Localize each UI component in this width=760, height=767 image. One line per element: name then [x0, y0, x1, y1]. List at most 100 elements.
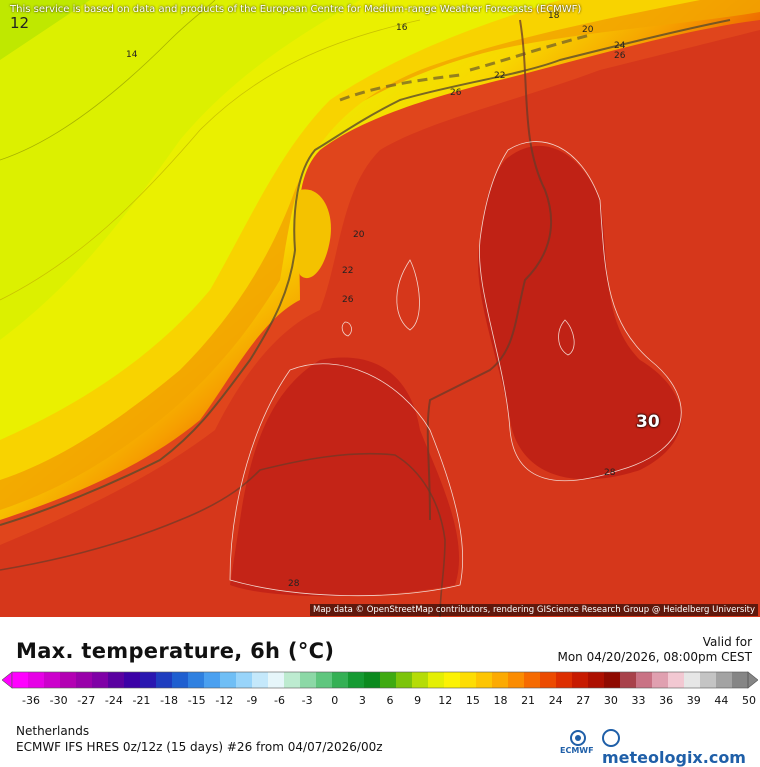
scale-swatch — [380, 672, 397, 688]
scale-tick-label: -36 — [22, 694, 40, 707]
scale-tick-label: 30 — [603, 694, 618, 707]
hot-zone-south — [230, 357, 460, 597]
scale-arrow-right — [747, 671, 758, 689]
scale-tick-label: -6 — [274, 694, 286, 707]
scale-swatch — [396, 672, 413, 688]
color-scale-ticks: -36 -30 -27 -24 -21 -18 -15 -12 -9 -6 -3 0 3 6 9 12 15 18… — [0, 694, 760, 710]
map-canvas — [0, 0, 760, 617]
scale-tick-label: 39 — [686, 694, 701, 707]
scale-tick-label: -9 — [246, 694, 258, 707]
scale-swatch — [364, 672, 381, 688]
scale-swatch — [12, 672, 29, 688]
scale-swatch — [300, 672, 317, 688]
contour-28-south — [229, 363, 463, 597]
scale-tick-label: 3 — [358, 694, 366, 707]
scale-tick-label: 6 — [386, 694, 394, 707]
scale-border — [11, 671, 749, 689]
contour-label: 22 — [494, 71, 506, 81]
scale-swatch — [668, 672, 685, 688]
ecmwf-logo-icon — [570, 730, 586, 746]
scale-swatch — [60, 672, 77, 688]
max-value-label: 30 — [636, 412, 660, 432]
contour-small-3 — [341, 321, 352, 337]
scale-tick-label: 15 — [465, 694, 480, 707]
scale-swatch — [700, 672, 717, 688]
region-name: Netherlands — [16, 724, 90, 738]
contour-14 — [0, 0, 216, 161]
sea-coldest — [0, 0, 90, 60]
wadden-islands — [339, 33, 591, 102]
contour-label: 28 — [288, 579, 300, 589]
scale-swatch — [556, 672, 573, 688]
meteologix-logo-icon — [602, 729, 620, 747]
country-border-germany — [426, 19, 553, 521]
scale-tick-label: 50 — [742, 694, 756, 707]
temperature-map[interactable]: This service is based on data and produc… — [0, 0, 760, 617]
meteologix-brand-link[interactable]: meteologix.com — [602, 729, 760, 767]
scale-tick-label: 0 — [331, 694, 339, 707]
contour-label: 20 — [353, 230, 365, 240]
scale-tick-label: 24 — [548, 694, 563, 707]
scale-swatch — [716, 672, 733, 688]
country-border-belgium — [0, 452, 446, 617]
scale-swatch — [140, 672, 157, 688]
scale-swatch — [204, 672, 221, 688]
scale-swatch — [28, 672, 45, 688]
scale-tick-label: 33 — [631, 694, 646, 707]
scale-tick-label: 44 — [714, 694, 729, 707]
scale-swatch — [156, 672, 173, 688]
scale-tick-label: -18 — [160, 694, 179, 707]
scale-swatch — [124, 672, 141, 688]
contour-label: 20 — [582, 25, 594, 35]
scale-tick-label: -30 — [49, 694, 68, 707]
scale-swatch — [604, 672, 621, 688]
scale-tick-label: 36 — [659, 694, 674, 707]
contour-label: 24 — [614, 41, 626, 51]
scale-swatch — [316, 672, 333, 688]
scale-swatch — [524, 672, 541, 688]
contour-label: 18 — [548, 11, 560, 21]
scale-tick-label: 9 — [414, 694, 422, 707]
scale-tick-label: -3 — [301, 694, 313, 707]
scale-swatch — [332, 672, 349, 688]
scale-tick-label: -21 — [132, 694, 151, 707]
ecmwf-notice: This service is based on data and produc… — [10, 4, 582, 15]
scale-tick-label: 27 — [576, 694, 591, 707]
map-title: Max. temperature, 6h (°C) — [16, 639, 335, 663]
ecmwf-logo[interactable]: ECMWF — [560, 728, 596, 758]
color-scale-bar — [2, 671, 758, 689]
scale-swatch — [220, 672, 237, 688]
contour-label: 26 — [342, 295, 354, 305]
sea-cold — [0, 0, 360, 340]
model-run-info: ECMWF IFS HRES 0z/12z (15 days) #26 from… — [16, 740, 383, 754]
contour-label: 14 — [126, 50, 138, 60]
corner-value-label: 12 — [10, 14, 30, 32]
scale-swatch — [284, 672, 301, 688]
contour-label: 28 — [604, 468, 616, 478]
scale-swatch — [108, 672, 125, 688]
scale-swatch — [236, 672, 253, 688]
scale-swatch — [732, 672, 749, 688]
scale-swatch — [412, 672, 429, 688]
scale-swatch — [476, 672, 493, 688]
scale-tick-label: -12 — [215, 694, 234, 707]
scale-tick-label: 18 — [493, 694, 508, 707]
contour-16 — [0, 19, 421, 301]
scale-swatch — [348, 672, 365, 688]
map-attribution: Map data © OpenStreetMap contributors, r… — [310, 604, 758, 616]
scale-swatch — [44, 672, 61, 688]
scale-tick-label: -15 — [187, 694, 206, 707]
inland-water — [293, 189, 331, 279]
scale-tick-label: 12 — [438, 694, 453, 707]
scale-swatch — [572, 672, 589, 688]
scale-swatch — [652, 672, 669, 688]
scale-swatch — [460, 672, 477, 688]
scale-swatch — [92, 672, 109, 688]
valid-for-label: Valid for — [702, 635, 752, 649]
legend-panel: Max. temperature, 6h (°C) Valid for Mon … — [0, 617, 760, 767]
scale-swatch — [188, 672, 205, 688]
scale-tick-label: -24 — [104, 694, 123, 707]
contour-label: 26 — [614, 51, 626, 61]
scale-arrow-left — [2, 671, 13, 689]
scale-swatch — [684, 672, 701, 688]
